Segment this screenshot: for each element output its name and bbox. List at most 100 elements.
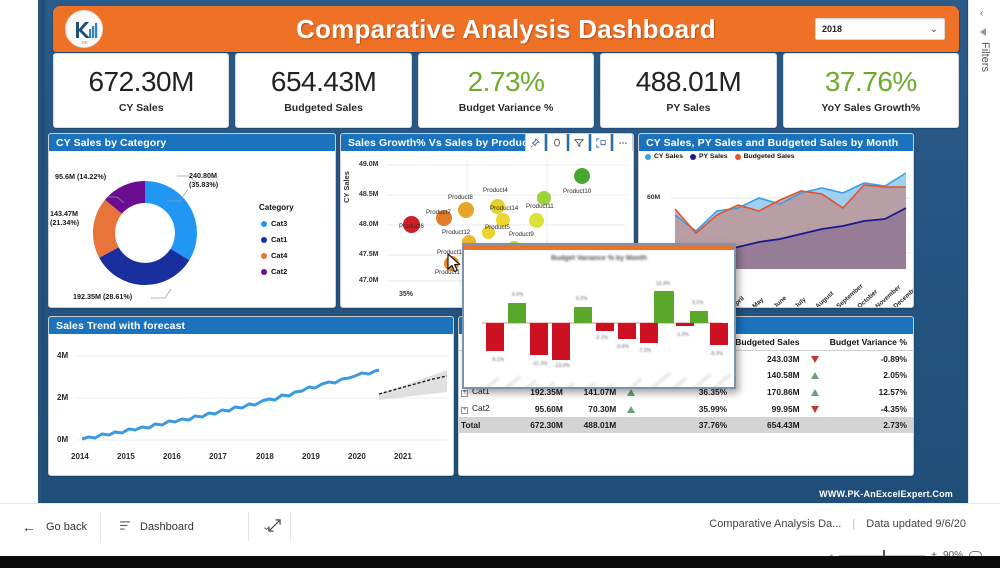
filters-pane-collapsed[interactable]: ‹ Filters xyxy=(968,0,1000,503)
page-selector[interactable]: Dashboard ⌄ xyxy=(108,504,283,549)
zoom-level-label: 90% xyxy=(943,550,963,561)
area-ytick-60m: 60M xyxy=(647,194,661,201)
row-category-label: Cat1 xyxy=(472,386,490,396)
donut-legend-item-cat3[interactable]: Cat3 xyxy=(261,219,287,228)
donut-label-cat4: 143.47M (21.34%) xyxy=(50,209,80,227)
expand-icon[interactable]: + xyxy=(461,390,468,397)
legend-label: Cat1 xyxy=(271,235,288,244)
table-total-row[interactable]: Total 672.30M 488.01M 37.76% 654.43M 2.7… xyxy=(459,417,913,433)
focus-icon[interactable] xyxy=(591,134,611,152)
kpi-card-budget-variance[interactable]: 2.73% Budget Variance % xyxy=(417,53,595,128)
scatter-point-label: Product6 xyxy=(399,223,424,230)
zoom-slider[interactable] xyxy=(839,550,926,561)
scatter-point[interactable] xyxy=(574,168,590,184)
kpi-value: 488.01M xyxy=(635,66,742,98)
donut-legend-item-cat2[interactable]: Cat2 xyxy=(261,267,287,276)
visual-title: CY Sales, PY Sales and Budgeted Sales by… xyxy=(639,134,913,151)
fit-to-screen-button[interactable] xyxy=(256,504,293,549)
scatter-point-label: Product4 xyxy=(483,187,508,194)
trend-chart-svg xyxy=(77,355,448,441)
visual-cy-sales-by-category[interactable]: CY Sales by Category xyxy=(48,133,336,308)
kpi-card-budgeted-sales[interactable]: 654.43M Budgeted Sales xyxy=(235,53,412,128)
triangle-right-icon[interactable] xyxy=(980,28,986,36)
scatter-point[interactable] xyxy=(490,199,505,214)
pin-icon[interactable] xyxy=(525,134,545,152)
year-filter-dropdown[interactable]: 2018 ⌄ xyxy=(815,18,945,40)
row-budgeted-sales: 243.03M xyxy=(767,354,800,364)
divider xyxy=(100,512,101,541)
area-legend-item-py[interactable]: PY Sales xyxy=(689,153,728,160)
report-name: Comparative Analysis Da... xyxy=(709,518,842,530)
kpi-label: Budgeted Sales xyxy=(284,101,363,114)
kpi-card-yoy-growth[interactable]: 37.76% YoY Sales Growth% xyxy=(782,53,960,128)
donut-legend-item-cat1[interactable]: Cat1 xyxy=(261,235,287,244)
trend-up-icon xyxy=(627,405,636,413)
chevron-down-icon: ⌄ xyxy=(261,521,272,533)
col-header-budget-variance[interactable]: Budget Variance % xyxy=(827,334,913,351)
page-label: Dashboard xyxy=(140,520,194,533)
comment-icon[interactable] xyxy=(547,134,567,152)
kpi-card-py-sales[interactable]: 488.01M PY Sales xyxy=(600,53,777,128)
divider xyxy=(248,512,249,541)
more-options-icon[interactable] xyxy=(613,134,633,152)
scatter-point-label: Product9 xyxy=(509,231,534,238)
kpi-value: 672.30M xyxy=(88,66,194,98)
tooltip-bar-value: 3.1% xyxy=(692,300,704,306)
donut-legend-item-cat4[interactable]: Cat4 xyxy=(261,251,287,260)
scatter-point[interactable] xyxy=(482,226,495,239)
col-header-budgeted-sales[interactable]: Budgeted Sales xyxy=(733,334,806,351)
row-yoy-growth: 35.99% xyxy=(698,403,728,414)
trend-xtick: 2015 xyxy=(117,452,135,461)
filter-icon[interactable] xyxy=(569,134,589,152)
table-row[interactable]: + Cat1 192.35M 141.07M 36.35% 170.86M 12.… xyxy=(459,383,913,400)
scatter-ytick-3: 48.5M xyxy=(359,191,379,198)
trend-xtick: 2021 xyxy=(394,452,412,461)
scatter-point-label: Product8 xyxy=(448,194,473,201)
table-row[interactable]: 140.58M 2.05% xyxy=(459,367,913,383)
kpi-value: 654.43M xyxy=(270,66,377,98)
tooltip-title: Budget Variance % by Month xyxy=(550,255,648,262)
scatter-point[interactable] xyxy=(537,191,551,205)
legend-label: Cat4 xyxy=(271,251,288,260)
scatter-point[interactable] xyxy=(496,213,510,227)
trend-xtick: 2020 xyxy=(348,452,366,461)
trend-ytick-2m: 2M xyxy=(57,393,69,402)
chevron-down-icon: ⌄ xyxy=(929,23,938,35)
visual-sales-growth-vs-sales-by-product[interactable]: Sales Growth% Vs Sales by Product xyxy=(340,133,634,308)
chevron-left-icon[interactable]: ‹ xyxy=(980,8,984,19)
area-legend-item-budget[interactable]: Budgeted Sales xyxy=(734,153,795,160)
area-legend-item-cy[interactable]: CY Sales xyxy=(645,153,683,160)
trend-up-icon xyxy=(810,372,819,380)
zoom-in-button[interactable]: + xyxy=(931,550,937,561)
trend-chart[interactable]: 4M 2M 0M 2014 2015 2016 2017 2018 2019 2… xyxy=(49,334,453,475)
row-trend-budget xyxy=(806,400,828,417)
scatter-point[interactable] xyxy=(458,202,474,218)
row-budgeted-sales: 170.86M xyxy=(767,386,800,397)
status-separator: | xyxy=(852,518,856,530)
mouse-cursor-icon xyxy=(447,253,463,275)
scatter-point[interactable] xyxy=(436,210,452,226)
trend-ytick-4m: 4M xyxy=(57,351,69,360)
trend-down-icon xyxy=(810,405,819,413)
zoom-out-button[interactable]: - xyxy=(830,550,833,561)
expand-icon[interactable]: + xyxy=(461,407,468,414)
visual-sales-by-month[interactable]: CY Sales, PY Sales and Budgeted Sales by… xyxy=(638,133,914,308)
table-row[interactable]: 243.03M -0.89% xyxy=(459,351,913,368)
kpi-label: Budget Variance % xyxy=(458,101,554,114)
watermark: WWW.PK-AnExcelExpert.Com xyxy=(819,489,953,499)
table-row[interactable]: + Cat2 95.60M 70.30M 35.99% 99.95M -4.35% xyxy=(459,400,913,417)
legend-label: Cat2 xyxy=(271,267,288,276)
trend-xtick: 2014 xyxy=(71,452,89,461)
row-trend-budget xyxy=(806,383,828,400)
visual-title: CY Sales by Category xyxy=(49,134,335,151)
go-back-button[interactable]: ← Go back xyxy=(10,504,99,549)
visual-sales-trend-with-forecast[interactable]: Sales Trend with forecast 4M 2M 0M 2014 xyxy=(48,316,454,476)
kpi-label: YoY Sales Growth% xyxy=(821,101,921,114)
donut-chart[interactable]: 95.6M (14.22%) 240.80M (35.83%) 143.47M … xyxy=(49,151,335,307)
scatter-point[interactable] xyxy=(529,213,544,228)
scatter-point[interactable] xyxy=(403,216,420,233)
zoom-slider-handle[interactable] xyxy=(883,550,886,561)
kpi-card-cy-sales[interactable]: 672.30M CY Sales xyxy=(53,53,230,128)
trend-up-icon xyxy=(810,388,819,396)
